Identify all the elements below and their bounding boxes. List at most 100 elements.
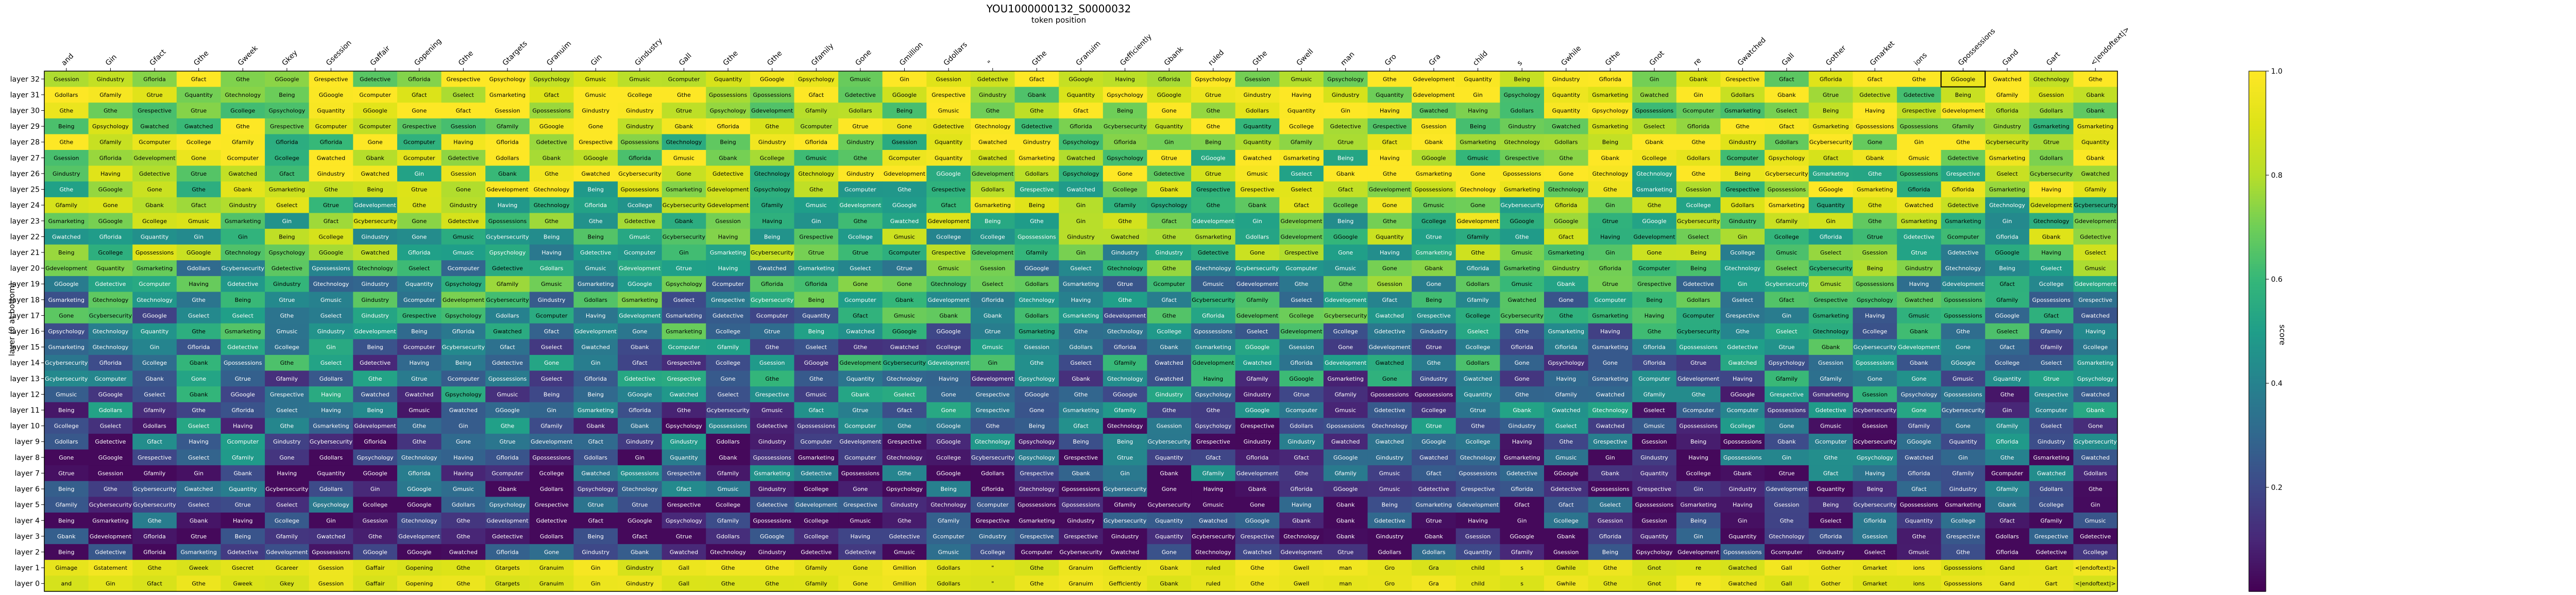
heatmap-cell (1191, 433, 1236, 450)
heatmap-cell (882, 418, 927, 434)
cell-label: Having (453, 470, 473, 477)
heatmap-cell (1323, 103, 1368, 119)
cell-label: Gpsychology (1548, 360, 1584, 366)
cell-label: Gwatched (1552, 123, 1580, 130)
cell-label: Gthe (1338, 281, 1352, 287)
heatmap-cell (44, 339, 89, 355)
cell-label: Gwatched (1419, 454, 1448, 461)
cell-label: Gfact (1073, 423, 1089, 430)
heatmap-cell (1279, 544, 1324, 560)
heatmap-cell (618, 370, 663, 387)
cell-label: Gsession (1598, 517, 1623, 524)
heatmap-cell (1279, 481, 1324, 497)
heatmap-cell (662, 103, 706, 119)
heatmap-cell (1765, 134, 1809, 150)
cell-label: GGoogle (1642, 218, 1667, 225)
cell-label: Gcollege (539, 470, 564, 477)
colorbar-swatch (2249, 328, 2266, 332)
cell-label: Gsmarketing (313, 423, 349, 430)
heatmap-cell (265, 213, 310, 229)
heatmap-cell (970, 433, 1015, 450)
heatmap-cell (1103, 276, 1148, 293)
heatmap-cell (221, 229, 265, 245)
cell-label: Gquantity (317, 108, 345, 114)
cell-label: Gfamily (1467, 297, 1489, 303)
cell-label: Gwatched (978, 139, 1007, 146)
cell-label: Gcomputer (227, 438, 259, 445)
cell-label: Gselect (1070, 360, 1092, 366)
heatmap-cell (132, 465, 177, 482)
cell-label: Gselect (1070, 265, 1092, 272)
heatmap-cell (1279, 165, 1324, 182)
heatmap-cell (309, 197, 353, 214)
cell-label: Gquantity (1464, 549, 1492, 555)
cell-label: Gwatched (140, 123, 168, 130)
cell-label: Gcybersecurity (1059, 549, 1103, 555)
cell-label: Gpossessions (709, 423, 748, 430)
heatmap-cell (750, 197, 795, 214)
cell-label: Gthe (1030, 360, 1044, 366)
cell-label: Being (367, 344, 383, 351)
colorbar-swatch (2249, 404, 2266, 407)
cell-label: Gflorida (232, 407, 254, 414)
heatmap-cell (1544, 544, 1589, 560)
colorbar-swatch (2249, 105, 2266, 108)
cell-label: Gfact (544, 92, 560, 98)
cell-label: Gdetective (580, 249, 611, 256)
heatmap-cell (485, 465, 530, 482)
heatmap-cell (970, 118, 1015, 135)
cell-label: Gwatched (1419, 108, 1448, 114)
heatmap-cell (265, 229, 310, 245)
heatmap-cell (970, 386, 1015, 403)
colorbar-swatch (2249, 232, 2266, 235)
colorbar-swatch (2249, 375, 2266, 379)
heatmap-cell (176, 103, 222, 119)
heatmap-cell (309, 323, 353, 339)
heatmap-cell (1059, 308, 1104, 324)
cell-label: Gsmarketing (48, 297, 84, 303)
cell-label: Gwatched (229, 171, 257, 177)
cell-label: Gfact (2044, 312, 2059, 319)
heatmap-cell (485, 370, 530, 387)
heatmap-cell (1455, 433, 1500, 450)
cell-label: Having (189, 438, 209, 445)
cell-label: Gselect (1732, 297, 1754, 303)
heatmap-cell (838, 528, 883, 545)
heatmap-cell (662, 354, 706, 371)
heatmap-cell (353, 103, 398, 119)
heatmap-cell (2073, 323, 2118, 339)
cell-label: Gdevelopment (45, 265, 88, 272)
cell-label: Gfamily (1776, 376, 1798, 382)
cell-label: Gdevelopment (1677, 376, 1720, 382)
heatmap-cell (529, 559, 574, 576)
cell-label: Gbank (675, 123, 693, 130)
cell-label: Gcybersecurity (1809, 265, 1853, 272)
cell-label: Gwatched (1376, 438, 1404, 445)
cell-label: Gdevelopment (1104, 312, 1146, 319)
cell-label: GGoogle (1245, 344, 1270, 351)
cell-label: Gsmarketing (1812, 123, 1849, 130)
cell-label: Gtechnology (1548, 186, 1584, 193)
heatmap-cell (1853, 197, 1897, 214)
colorbar-swatch (2249, 568, 2266, 571)
heatmap-cell (1853, 449, 1897, 466)
heatmap-cell (309, 449, 353, 466)
heatmap-cell (485, 244, 530, 261)
cell-label: Gpsychology (1195, 391, 1231, 398)
cell-label: Gbank (1292, 517, 1311, 524)
heatmap-cell (221, 87, 265, 103)
heatmap-cell (1323, 386, 1368, 403)
cell-label: Gcybersecurity (353, 218, 397, 225)
colorbar-swatch (2249, 117, 2266, 121)
heatmap-cell (970, 465, 1015, 482)
heatmap-cell (441, 370, 486, 387)
heatmap-cell (1588, 118, 1633, 135)
cell-label: Gfamily (1114, 407, 1136, 414)
heatmap-cell (1676, 292, 1721, 308)
heatmap-cell (1941, 260, 1986, 277)
heatmap-cell (794, 292, 839, 308)
colorbar-swatch (2249, 151, 2266, 155)
cell-label: Gdollars (55, 438, 78, 445)
heatmap-cell (1367, 402, 1412, 418)
cell-label: GGoogle (407, 502, 432, 508)
